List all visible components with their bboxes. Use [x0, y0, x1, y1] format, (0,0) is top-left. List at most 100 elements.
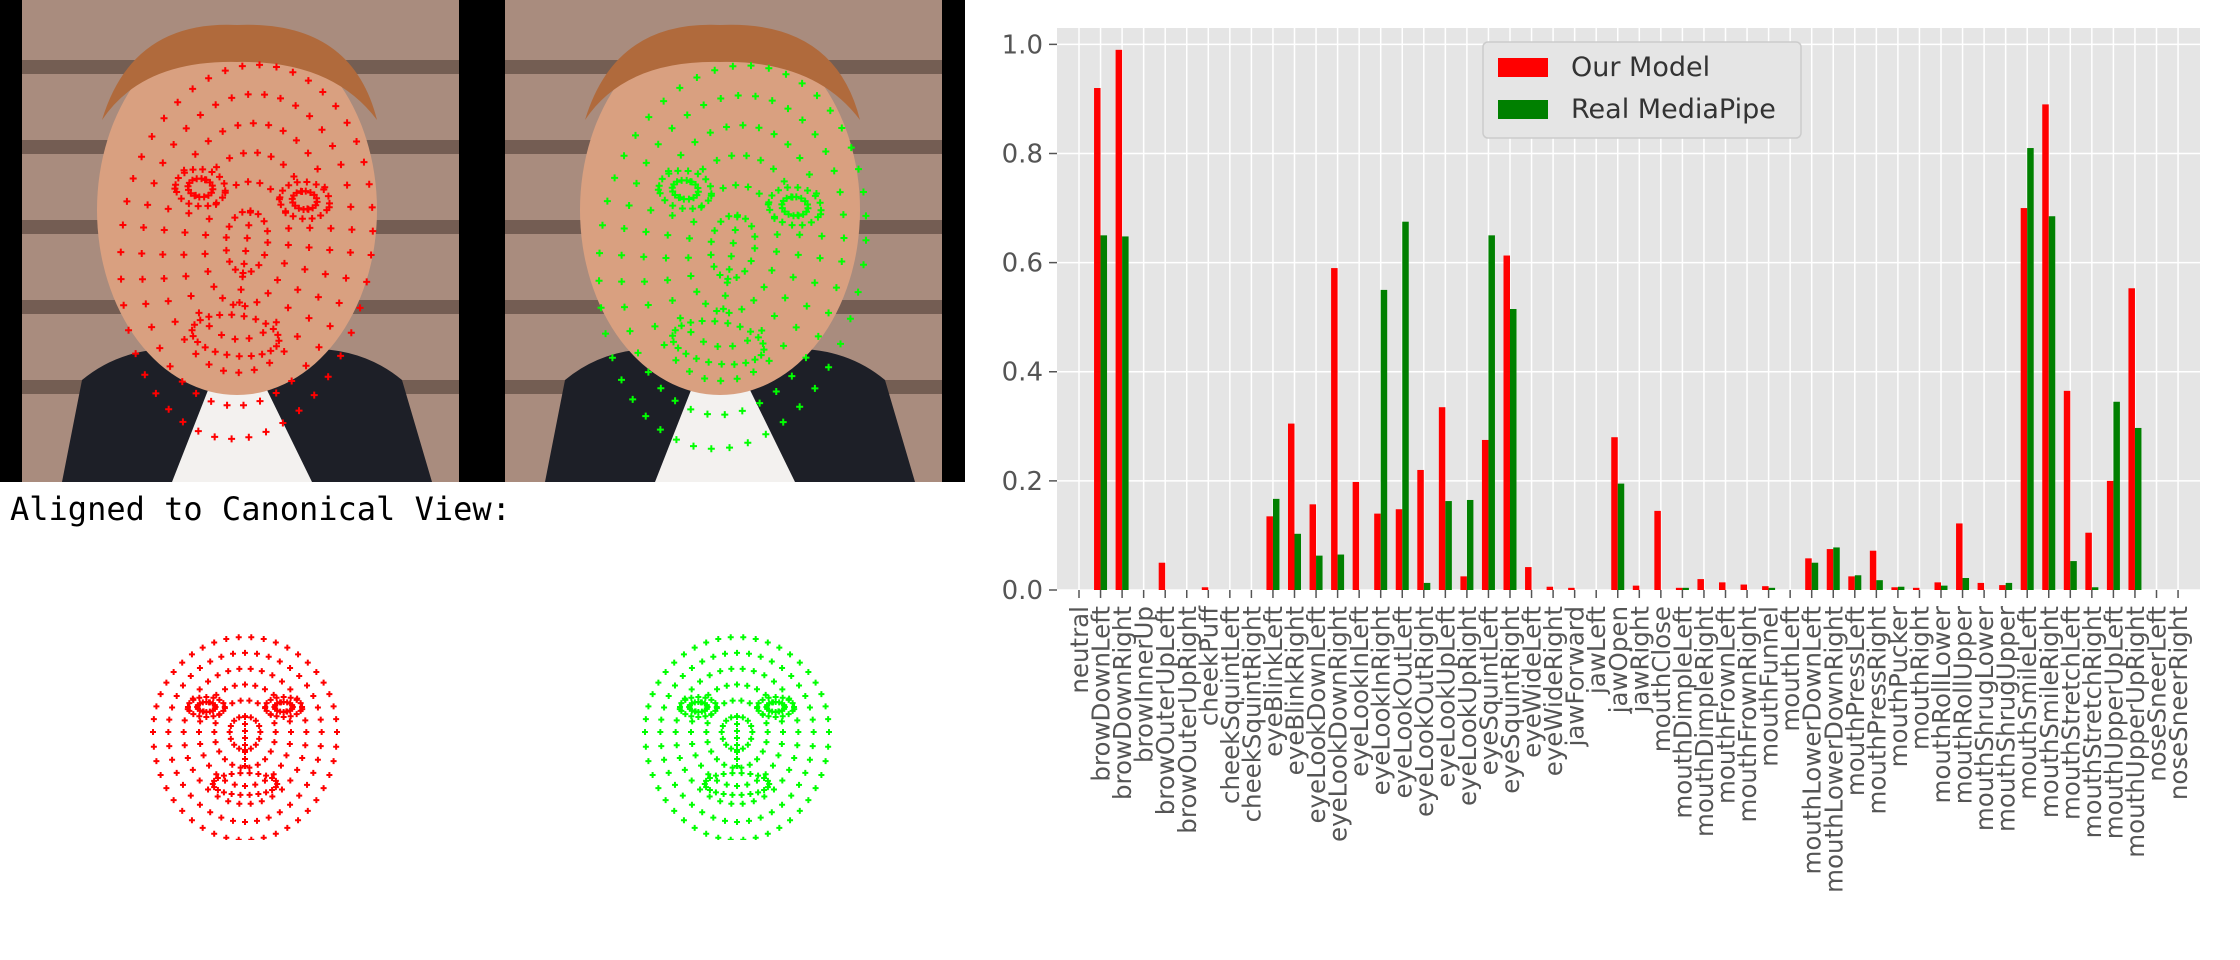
landmark-point [353, 137, 361, 145]
landmark-point [194, 338, 202, 346]
landmark-point [722, 817, 729, 824]
landmark-point [299, 755, 306, 762]
landmark-point [809, 743, 816, 750]
landmark-point [744, 741, 751, 748]
landmark-point [237, 286, 245, 294]
landmark-point [796, 682, 803, 689]
landmark-point [770, 130, 778, 138]
landmark-point [267, 347, 275, 355]
x-tick-label: mouthFunnel [1755, 606, 1784, 767]
landmark-point [862, 236, 870, 244]
landmark-point [730, 360, 738, 368]
landmark-point [229, 700, 236, 707]
landmark-point [707, 238, 715, 246]
landmark-point [642, 159, 650, 167]
landmark-point [789, 212, 797, 220]
landmark-point [739, 665, 746, 672]
landmark-point [200, 752, 207, 759]
landmark-point [170, 669, 177, 676]
landmark-point [774, 186, 782, 194]
landmark-point [180, 336, 188, 344]
x-tick-label: eyeWideLeft [1518, 606, 1547, 758]
landmark-point [708, 748, 715, 755]
landmark-point [202, 176, 210, 184]
bar-our-model [2128, 288, 2135, 590]
landmark-point [847, 144, 855, 152]
landmark-point [707, 445, 715, 453]
landmark-point [738, 305, 746, 313]
landmark-point [246, 791, 253, 798]
landmark-point [216, 748, 223, 755]
landmark-point [763, 739, 770, 746]
landmark-point [751, 92, 759, 100]
landmark-point [220, 700, 227, 707]
landmark-point [738, 697, 745, 704]
landmark-point [212, 101, 220, 109]
landmark-point [264, 289, 272, 297]
landmark-point [657, 729, 664, 735]
bar-our-model [1266, 516, 1273, 590]
bar-our-model [1438, 407, 1446, 590]
landmark-point [722, 123, 730, 131]
landmark-point [818, 772, 825, 779]
landmark-point [832, 284, 840, 292]
landmark-point [326, 322, 334, 330]
landmark-point [218, 194, 226, 202]
x-tick-label: mouthShrugLower [1970, 605, 1999, 831]
landmark-point [296, 792, 303, 799]
bar-our-model [1288, 423, 1295, 590]
landmark-point [855, 165, 863, 173]
y-axis-ticks: 0.0 0.2 0.4 0.6 0.8 1.0 [1002, 30, 1057, 606]
landmark-point [785, 696, 792, 703]
landmark-point [247, 800, 254, 807]
landmark-point [365, 180, 373, 188]
landmark-point [324, 373, 332, 381]
landmark-point [862, 212, 870, 220]
landmark-point [703, 410, 711, 418]
landmark-point [765, 64, 773, 72]
landmark-point [231, 741, 238, 748]
landmark-point [302, 742, 309, 749]
landmark-point [254, 761, 261, 768]
x-tick-label: eyeLookInLeft [1345, 606, 1374, 777]
landmark-point [272, 777, 279, 784]
landmark-point [170, 140, 178, 148]
blendshape-bar-chart: 0.00.20.40.60.81.0 neutralbrowDownLeftbr… [1002, 28, 2200, 893]
landmark-point [222, 246, 230, 254]
landmark-point [321, 270, 329, 278]
landmark-point [286, 741, 293, 748]
landmark-point [174, 98, 182, 106]
landmark-point [728, 800, 735, 807]
landmark-point [794, 184, 802, 192]
landmark-point [625, 201, 633, 209]
landmark-point [776, 824, 783, 831]
landmark-point [236, 745, 243, 752]
landmark-point [694, 184, 702, 192]
landmark-point [679, 673, 686, 680]
x-tick-label: mouthFrownRight [1733, 606, 1762, 823]
landmark-point [714, 777, 721, 784]
landmark-point [123, 197, 131, 205]
landmark-point [253, 298, 261, 306]
landmark-point [697, 678, 704, 685]
landmark-point [727, 836, 734, 840]
legend-swatch-real-mediapipe [1498, 100, 1548, 119]
landmark-point [247, 267, 255, 275]
landmark-point [689, 205, 697, 213]
landmark-point [711, 317, 719, 325]
landmark-point [240, 260, 248, 268]
aligned-canonical-label: Aligned to Canonical View: [10, 490, 511, 528]
bar-real-mediapipe [1423, 582, 1431, 590]
landmark-point [781, 294, 789, 302]
bar-real-mediapipe [1466, 499, 1474, 590]
landmark-point [750, 296, 758, 304]
landmark-point [261, 251, 269, 259]
landmark-point [267, 153, 275, 161]
landmark-point [802, 354, 810, 362]
landmark-point [248, 634, 255, 641]
landmark-point [239, 401, 247, 409]
x-tick-label: eyeBlinkRight [1281, 606, 1310, 776]
bar-our-model [1503, 255, 1510, 591]
landmark-point [678, 707, 685, 714]
landmark-point [231, 781, 238, 788]
